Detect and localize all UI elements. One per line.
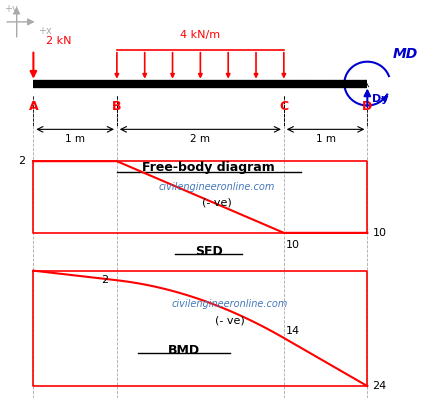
Text: MD: MD (393, 47, 418, 61)
Text: civilengineeronline.com: civilengineeronline.com (159, 182, 275, 192)
Text: Free-body diagram: Free-body diagram (142, 161, 275, 174)
Text: 2: 2 (102, 275, 109, 285)
Text: B: B (112, 100, 122, 113)
Text: 10: 10 (286, 240, 300, 250)
Text: 4 kN/m: 4 kN/m (180, 30, 220, 40)
Text: 2 kN: 2 kN (46, 36, 71, 46)
Text: 2: 2 (18, 156, 25, 166)
Text: D: D (362, 100, 373, 113)
Text: 14: 14 (286, 326, 300, 336)
Text: civilengineeronline.com: civilengineeronline.com (171, 299, 288, 310)
Text: BMD: BMD (168, 344, 200, 357)
Text: 10: 10 (372, 228, 386, 238)
Text: +x: +x (38, 26, 51, 36)
Text: (- ve): (- ve) (215, 315, 244, 326)
Text: +y: +y (3, 4, 17, 14)
Text: 24: 24 (372, 381, 387, 391)
Text: A: A (29, 100, 38, 113)
Text: (- ve): (- ve) (202, 198, 232, 208)
Text: 1 m: 1 m (316, 134, 335, 144)
Text: SFD: SFD (195, 245, 222, 258)
Text: Dy: Dy (372, 94, 389, 105)
Text: C: C (279, 100, 288, 113)
Text: 1 m: 1 m (65, 134, 85, 144)
Text: 2 m: 2 m (190, 134, 210, 144)
